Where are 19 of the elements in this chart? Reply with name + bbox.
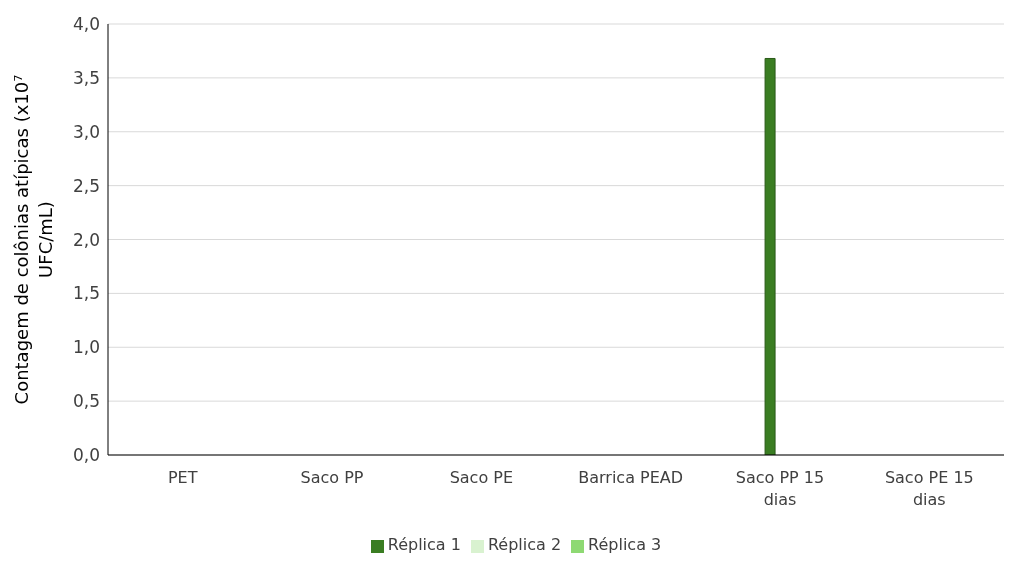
legend-label: Réplica 3 xyxy=(588,535,662,554)
y-tick-label: 3,5 xyxy=(72,67,100,88)
x-tick-label: PET xyxy=(167,468,198,487)
x-tick-label: Saco PP 15 dias xyxy=(735,468,825,509)
legend-label: Réplica 1 xyxy=(387,535,461,554)
legend-label: Réplica 2 xyxy=(487,535,562,554)
y-tick-label: 1,5 xyxy=(72,283,100,304)
y-tick-label: 3,0 xyxy=(72,121,100,142)
x-tick-label: Saco PP xyxy=(300,468,364,487)
y-axis-title: Contagem de colônias atípicas (x10⁷ UFC/mL) xyxy=(11,74,56,405)
y-tick-label: 4,0 xyxy=(72,14,100,35)
y-tick-label: 0,5 xyxy=(72,391,100,412)
y-tick-label: 2,0 xyxy=(72,229,100,250)
x-tick-label: Saco PE xyxy=(449,468,514,487)
y-tick-label: 0,0 xyxy=(72,445,100,466)
x-tick-label: Saco PE 15 dias xyxy=(884,468,974,509)
y-tick-label: 1,0 xyxy=(72,337,100,358)
x-tick-label: Barrica PEAD xyxy=(578,468,684,487)
y-tick-label: 2,5 xyxy=(72,175,100,196)
